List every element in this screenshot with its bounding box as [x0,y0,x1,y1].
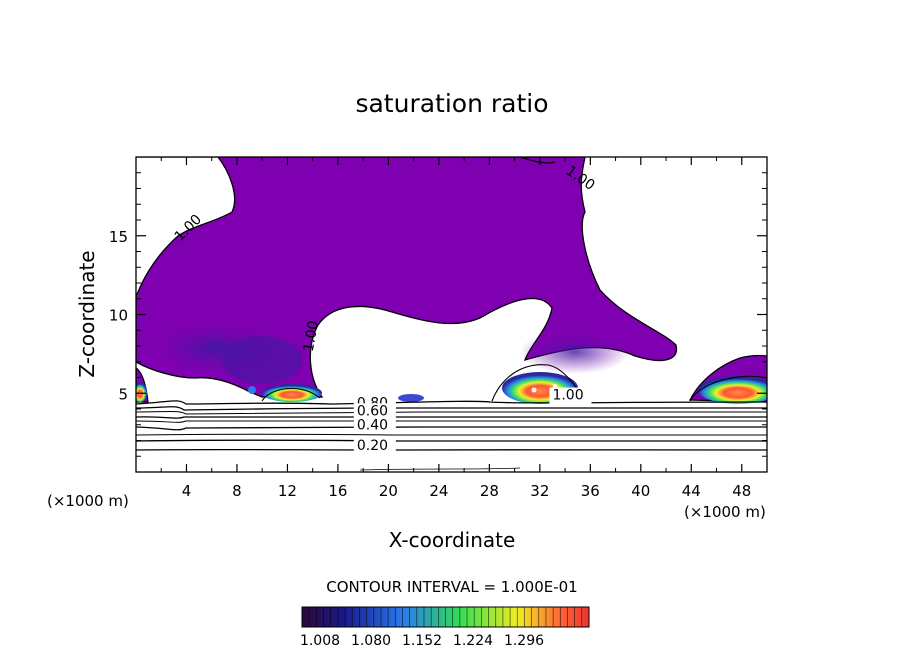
hotspot-12km [262,384,322,402]
colorbar-ticks [301,607,590,627]
y-tick-label: 10 [109,307,128,325]
x-tick-label: 28 [480,482,499,500]
contour-label-bg [353,403,396,420]
x-tick-label: 32 [530,482,549,500]
x-tick-label: 44 [682,482,701,500]
colorbar-label: 1.296 [504,633,544,649]
contour-label-bg [549,387,592,404]
contour-label-bg [353,417,396,434]
colorbar-label: 1.152 [402,633,442,649]
y-axis-title: Z-coordinate [75,250,99,377]
hotspot-48km [698,376,767,404]
x-tick-label: 40 [631,482,650,500]
y-tick-label: 5 [118,385,128,403]
contour-label: 0.20 [357,438,388,454]
contour-label: 0.40 [357,417,388,433]
contour-interval: CONTOUR INTERVAL = 1.000E-01 [326,578,577,596]
contour-label: 0.60 [357,403,388,419]
contour-label: 1.00 [552,388,583,404]
x-tick-label: 8 [232,482,242,500]
hotspot-left-edge [136,382,147,402]
x-axis-title: X-coordinate [389,528,516,552]
x-unit-right: (×1000 m) [684,503,766,521]
x-tick-label: 16 [328,482,347,500]
dark-blob-mid [222,336,302,384]
colorbar-label: 1.080 [351,633,391,649]
hotspot-22km [398,394,424,402]
hotspot-9km [248,386,256,394]
x-tick-label: 36 [581,482,600,500]
y-tick-label: 15 [109,228,128,246]
x-tick-label: 4 [182,482,192,500]
x-unit-left: (×1000 m) [47,492,129,510]
plot-area [136,157,767,472]
x-tick-label: 24 [429,482,448,500]
x-tick-label: 48 [732,482,751,500]
chart-title: saturation ratio [355,89,548,118]
dark-blob-right [520,330,630,374]
contour-label-bg [353,437,396,454]
contour-label: 1.00 [301,320,322,353]
colorbar-labels: 1.008 1.080 1.152 1.224 1.296 [300,633,544,649]
x-tick-label: 12 [278,482,297,500]
x-tick-label: 20 [379,482,398,500]
x-axis-ticks: 4 8 12 16 20 24 28 32 36 40 44 48 [160,157,751,500]
colorbar-label: 1.224 [453,633,493,649]
colorbar-label: 1.008 [300,633,340,649]
y-axis-ticks: 5 10 15 [109,172,767,457]
